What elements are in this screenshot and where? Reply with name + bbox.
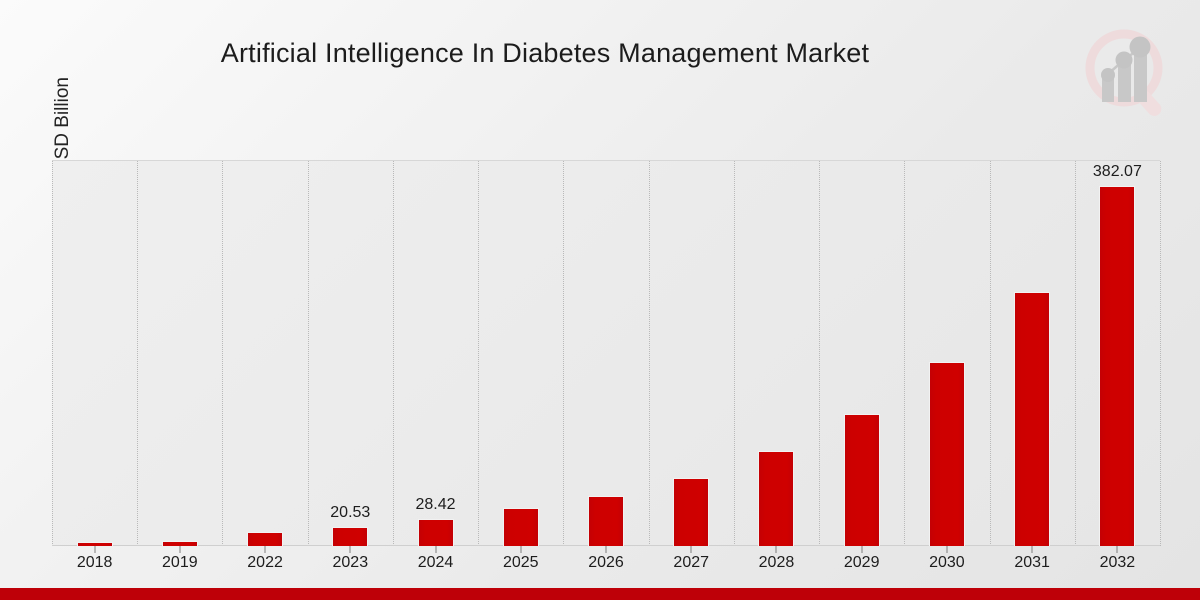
bar-slot xyxy=(478,161,563,546)
x-tick-label: 2026 xyxy=(588,554,624,571)
x-tick-label: 2028 xyxy=(758,554,795,571)
tick-mark xyxy=(94,546,96,553)
chart-title: Artificial Intelligence In Diabetes Mana… xyxy=(220,38,870,68)
bars-layer: 20.53 28.42 382.07 xyxy=(52,161,1160,546)
x-tick-2030: 2030 xyxy=(904,546,989,582)
x-tick-label: 2030 xyxy=(929,554,965,571)
bar-slot xyxy=(52,161,137,546)
bar-slot xyxy=(990,161,1075,546)
bar-2030[interactable] xyxy=(928,362,965,546)
tick-mark xyxy=(861,546,863,553)
bar-value-label-2024: 28.42 xyxy=(415,496,456,514)
tick-mark xyxy=(690,546,692,553)
x-tick-label: 2027 xyxy=(673,554,710,571)
plot-area: 20.53 28.42 382.07 xyxy=(52,160,1161,546)
x-tick-label: 2018 xyxy=(76,554,113,571)
tick-mark xyxy=(349,546,351,553)
bar-2032[interactable] xyxy=(1099,186,1136,546)
x-tick-label: 2032 xyxy=(1099,554,1136,571)
gridline-vertical xyxy=(904,161,906,546)
gridline-vertical xyxy=(222,161,224,546)
x-tick-2023: 2023 xyxy=(308,546,393,582)
x-tick-2031: 2031 xyxy=(990,546,1075,582)
gridline-vertical xyxy=(648,161,650,546)
x-tick-2018: 2018 xyxy=(52,546,137,582)
tick-mark xyxy=(264,546,266,553)
x-tick-label: 2029 xyxy=(843,554,880,571)
tick-mark xyxy=(179,546,181,553)
bar-2028[interactable] xyxy=(758,450,795,546)
gridline-vertical xyxy=(307,161,309,546)
bar-slot xyxy=(137,161,222,546)
x-tick-label: 2024 xyxy=(417,554,454,571)
bar-value-label-2023: 20.53 xyxy=(330,503,371,521)
x-tick-2029: 2029 xyxy=(819,546,904,582)
x-tick-label: 2019 xyxy=(162,554,198,571)
bar-2031[interactable] xyxy=(1014,291,1051,546)
bar-slot xyxy=(904,161,989,546)
bar-slot xyxy=(819,161,904,546)
x-tick-2025: 2025 xyxy=(478,546,563,582)
bar-2025[interactable] xyxy=(502,508,539,546)
gridline-vertical xyxy=(733,161,735,546)
x-tick-2022: 2022 xyxy=(222,546,307,582)
footer-band xyxy=(0,588,1200,600)
bar-slot xyxy=(222,161,307,546)
bar-slot xyxy=(649,161,734,546)
bar-2023[interactable] xyxy=(332,526,369,546)
bar-2027[interactable] xyxy=(673,478,710,546)
tick-mark xyxy=(946,546,948,553)
gridline-vertical xyxy=(478,161,480,546)
bar-2026[interactable] xyxy=(587,496,624,546)
gridline-vertical xyxy=(989,161,991,546)
gridline-vertical xyxy=(137,161,139,546)
x-tick-2024: 2024 xyxy=(393,546,478,582)
bar-2022[interactable] xyxy=(247,531,284,546)
x-tick-2026: 2026 xyxy=(563,546,648,582)
tick-mark xyxy=(1116,546,1118,553)
bar-value-label-2032: 382.07 xyxy=(1092,163,1142,181)
gridline-vertical xyxy=(52,161,53,546)
gridline-vertical xyxy=(1074,161,1076,546)
x-tick-2027: 2027 xyxy=(649,546,734,582)
bar-slot: 20.53 xyxy=(308,161,393,546)
bar-2018[interactable] xyxy=(76,541,113,546)
bar-slot: 382.07 xyxy=(1075,161,1160,546)
x-tick-label: 2023 xyxy=(332,554,369,571)
tick-mark xyxy=(775,546,777,553)
x-tick-label: 2025 xyxy=(502,554,539,571)
x-tick-2019: 2019 xyxy=(137,546,222,582)
bar-2019[interactable] xyxy=(161,541,198,546)
x-tick-label: 2022 xyxy=(247,554,283,571)
bar-slot xyxy=(563,161,648,546)
gridline-vertical xyxy=(819,161,821,546)
bar-2029[interactable] xyxy=(843,414,880,546)
bar-slot: 28.42 xyxy=(393,161,478,546)
tick-mark xyxy=(1031,546,1033,553)
bar-slot xyxy=(734,161,819,546)
tick-mark xyxy=(605,546,607,553)
x-axis: 2018 2019 2022 2023 2024 2025 2026 2027 2028 2029… xyxy=(52,546,1160,582)
market-research-magnifier-logo xyxy=(1074,22,1182,126)
bar-2024[interactable] xyxy=(417,519,454,546)
gridline-vertical xyxy=(1160,161,1161,546)
tick-mark xyxy=(435,546,437,553)
x-tick-2028: 2028 xyxy=(734,546,819,582)
gridline-vertical xyxy=(563,161,565,546)
gridline-vertical xyxy=(392,161,394,546)
tick-mark xyxy=(520,546,522,553)
x-tick-label: 2031 xyxy=(1014,554,1050,571)
x-tick-2032: 2032 xyxy=(1075,546,1160,582)
